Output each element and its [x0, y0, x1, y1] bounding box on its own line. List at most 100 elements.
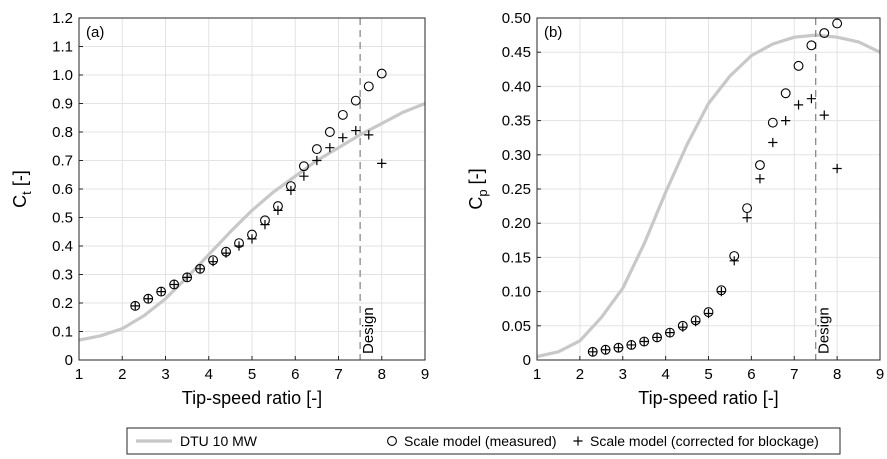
x-tick-label: 8	[833, 366, 841, 383]
point-corrected	[793, 100, 804, 110]
point-corrected	[665, 328, 675, 338]
point-measured	[793, 60, 804, 71]
y-tick-label: 0.4	[52, 238, 73, 255]
series-line-dtu-10-mw	[78, 102, 426, 342]
point-corrected	[338, 133, 348, 143]
point-corrected	[260, 220, 270, 230]
x-tick-label: 1	[75, 366, 83, 383]
point-corrected	[703, 308, 714, 319]
y-tick-label: 0.20	[502, 215, 531, 232]
point-corrected	[299, 171, 309, 181]
x-tick-label: 2	[576, 366, 584, 383]
y-tick-label: 0.1	[52, 324, 73, 341]
y-tick-label: 0.25	[502, 181, 531, 198]
point-corrected	[169, 279, 179, 290]
y-tick-label: 0.3	[52, 267, 73, 284]
point-corrected	[768, 137, 778, 148]
x-tick-label: 8	[378, 366, 386, 383]
design-label: Design	[360, 307, 377, 354]
point-corrected	[588, 347, 598, 357]
point-corrected	[716, 287, 726, 297]
point-measured	[780, 88, 791, 99]
point-measured	[742, 203, 753, 214]
x-tick-label: 9	[876, 366, 884, 383]
point-measured	[298, 161, 309, 172]
point-corrected	[832, 163, 842, 174]
legend-label: Scale model (measured)	[404, 433, 557, 449]
y-tick-label: 1.2	[52, 10, 73, 27]
point-corrected	[364, 130, 374, 140]
x-tick-label: 9	[421, 366, 429, 383]
point-corrected	[377, 158, 387, 168]
design-label: Design	[816, 307, 833, 354]
point-corrected	[325, 143, 335, 153]
y-tick-label: 0.30	[502, 147, 531, 164]
point-measured	[337, 109, 348, 120]
point-corrected	[678, 322, 688, 332]
point-corrected	[691, 317, 701, 327]
x-tick-label: 4	[661, 366, 669, 383]
y-tick-label: 1.0	[52, 67, 73, 84]
point-corrected	[781, 116, 791, 126]
point-corrected	[221, 248, 231, 258]
point-corrected	[247, 234, 257, 244]
x-tick-label: 5	[248, 366, 256, 383]
chart-panel-b: Design 1 2 3 4 5 6 7 8 9 0 0.05 0.10 0.15 0.20 0.25 0.30…	[466, 10, 884, 408]
y-tick-label: 0.50	[502, 10, 531, 27]
x-tick-label: 4	[205, 366, 213, 383]
point-measured	[311, 144, 322, 155]
y-tick-label: 0.8	[52, 124, 73, 141]
point-measured	[350, 95, 361, 106]
y-tick-label: 0.40	[502, 78, 531, 95]
point-corrected	[639, 336, 649, 347]
x-tick-label: 2	[118, 366, 126, 383]
panel-label: (a)	[86, 24, 104, 41]
x-axis-label: Tip-speed ratio [-]	[182, 388, 322, 408]
point-corrected	[742, 213, 752, 223]
legend-label: DTU 10 MW	[180, 433, 258, 449]
point-corrected	[143, 294, 153, 304]
point-corrected	[626, 340, 636, 350]
y-tick-label: 0.05	[502, 318, 531, 335]
point-corrected	[182, 272, 192, 282]
y-tick-label: 0.35	[502, 113, 531, 130]
point-corrected	[234, 241, 244, 251]
x-tick-label: 7	[790, 366, 798, 383]
point-measured	[767, 117, 778, 128]
y-tick-label: 0	[65, 352, 73, 369]
point-corrected	[156, 287, 166, 297]
point-measured	[363, 81, 374, 92]
point-corrected	[613, 343, 624, 353]
legend-symbol-plus	[573, 436, 583, 446]
point-corrected	[601, 345, 611, 355]
x-axis-label: Tip-speed ratio [-]	[638, 388, 778, 408]
point-corrected	[351, 125, 361, 136]
point-corrected	[652, 332, 662, 343]
point-measured	[754, 160, 765, 171]
point-corrected	[208, 257, 218, 267]
x-tick-label: 6	[291, 366, 299, 383]
y-tick-label: 0.5	[52, 210, 73, 227]
point-corrected	[130, 301, 140, 311]
y-tick-label: 0.9	[52, 96, 73, 113]
point-measured	[324, 127, 335, 137]
chart-panel-a: Design 1 2 3 4 5 6 7 8 9 0 0.1 0.2 0.3 0.4 0.5 0.6 0.7 0.8…	[10, 10, 429, 408]
point-corrected	[286, 185, 296, 196]
y-tick-label: 0.45	[502, 44, 531, 61]
legend-box	[126, 427, 841, 455]
y-tick-label: 0.15	[502, 249, 531, 266]
point-measured	[376, 68, 387, 79]
x-tick-label: 7	[334, 366, 342, 383]
x-tick-label: 1	[533, 366, 541, 383]
point-corrected	[806, 94, 816, 104]
y-axis-label: Cp [-]	[466, 168, 490, 209]
legend-label: Scale model (corrected for blockage)	[590, 433, 819, 449]
y-axis-label: Ct [-]	[10, 170, 34, 208]
point-measured	[806, 40, 817, 51]
point-corrected	[755, 174, 765, 184]
point-corrected	[729, 256, 739, 266]
y-tick-label: 0.6	[52, 181, 73, 198]
x-tick-label: 3	[619, 366, 627, 383]
legend: DTU 10 MW Scale model (measured) Scale mod…	[126, 427, 841, 455]
